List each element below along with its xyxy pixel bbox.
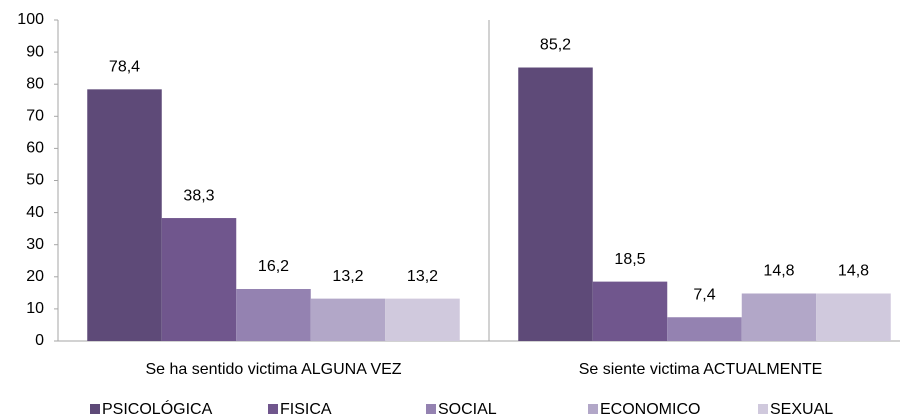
legend-label: PSICOLÓGICA [102,399,213,418]
y-tick-label: 10 [26,300,44,317]
y-tick-label: 60 [26,140,44,157]
y-tick-label: 80 [26,75,44,92]
value-label: 13,2 [407,268,438,285]
value-label: 85,2 [540,37,571,54]
value-label: 78,4 [109,59,140,76]
legend-swatch [90,404,100,414]
y-tick-label: 30 [26,236,44,253]
y-tick-label: 20 [26,268,44,285]
bar [816,293,891,341]
y-tick-label: 70 [26,108,44,125]
legend-swatch [588,404,598,414]
bar [310,298,386,341]
y-tick-label: 50 [26,172,44,189]
bar [161,218,237,341]
bar [667,317,742,341]
bar [518,67,593,342]
legend-label: ECONOMICO [600,401,700,418]
bar [741,293,817,341]
value-label: 14,8 [838,263,869,280]
legend-swatch [426,404,436,414]
bar [87,89,162,341]
x-tick-label: Se ha sentido victima ALGUNA VEZ [145,361,401,378]
x-tick-label: Se siente victima ACTUALMENTE [579,361,823,378]
y-tick-label: 100 [17,11,44,28]
legend-label: SOCIAL [438,401,497,418]
value-label: 16,2 [258,258,289,275]
legend-swatch [268,404,278,414]
value-label: 18,5 [614,251,645,268]
legend-label: SEXUAL [770,401,833,418]
y-tick-label: 0 [35,332,44,349]
y-tick-label: 90 [26,43,44,60]
bar [385,298,460,341]
y-tick-label: 40 [26,204,44,221]
legend-label: FISICA [280,401,332,418]
legend-swatch [758,404,768,414]
value-label: 7,4 [693,286,715,303]
value-label: 13,2 [332,268,363,285]
value-label: 14,8 [763,263,794,280]
bar [236,288,311,341]
bar [592,281,668,341]
value-label: 38,3 [183,187,214,204]
